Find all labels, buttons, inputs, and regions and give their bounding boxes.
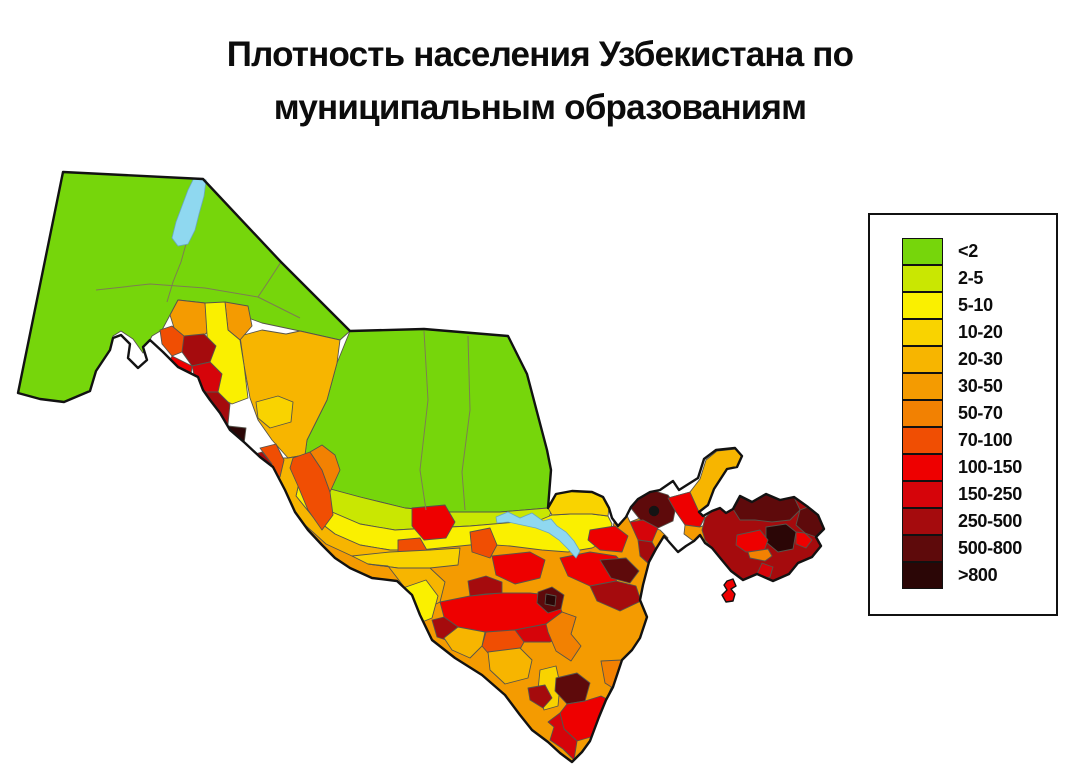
- legend-label: <2: [958, 241, 978, 261]
- legend-swatch: [902, 481, 943, 508]
- map-region: [309, 444, 341, 493]
- lake: [171, 177, 207, 247]
- map-region: [467, 575, 503, 597]
- exclave-region: [721, 578, 737, 603]
- map-region: [487, 647, 533, 685]
- legend-item: 70-100: [902, 427, 1056, 454]
- lake: [495, 511, 581, 559]
- exclave-layer: [721, 578, 737, 603]
- map-region: [239, 329, 341, 459]
- legend-label: 150-250: [958, 484, 1022, 504]
- legend-swatch: [902, 535, 943, 562]
- legend-item: <2: [902, 238, 1056, 265]
- map-region: [747, 548, 773, 562]
- internal-borders-layer: [95, 243, 471, 511]
- map-region: [795, 531, 813, 549]
- legend-item: 2-5: [902, 265, 1056, 292]
- city-marker-dot: [648, 505, 660, 517]
- legend-label: 70-100: [958, 430, 1013, 450]
- title-line-1: Плотность населения Узбекистана по: [226, 35, 854, 75]
- legend-label: 100-150: [958, 457, 1022, 477]
- legend-swatch: [902, 427, 943, 454]
- legend-swatch: [902, 562, 943, 589]
- title-line-2: муниципальным образованиям: [273, 87, 807, 127]
- map-region: [527, 684, 553, 709]
- legend-swatch: [902, 373, 943, 400]
- legend-swatch: [902, 265, 943, 292]
- map-region: [599, 557, 640, 584]
- internal-boundary-line: [257, 261, 282, 298]
- map-region: [411, 504, 456, 541]
- legend-label: 5-10: [958, 295, 993, 315]
- legend-label: 500-800: [958, 538, 1022, 558]
- legend-swatch: [902, 508, 943, 535]
- map-region: [255, 395, 294, 429]
- legend-label: 20-30: [958, 349, 1003, 369]
- legend-item: 500-800: [902, 535, 1056, 562]
- internal-boundary-line: [461, 335, 471, 511]
- legend-label: 250-500: [958, 511, 1022, 531]
- legend-item: 20-30: [902, 346, 1056, 373]
- map-region: [491, 551, 546, 585]
- legend-swatch: [902, 454, 943, 481]
- map-region: [667, 491, 706, 528]
- legend-item: 5-10: [902, 292, 1056, 319]
- legend-item: 250-500: [902, 508, 1056, 535]
- legend-swatch: [902, 346, 943, 373]
- page-title: Плотность населения Узбекистана по муниц…: [0, 29, 1080, 134]
- legend-item: 10-20: [902, 319, 1056, 346]
- legend-item: 100-150: [902, 454, 1056, 481]
- country-outline: [16, 170, 826, 764]
- legend-swatch: [902, 238, 943, 265]
- map-region: [259, 443, 285, 478]
- legend-items: <2 2-5 5-10 10-20 20-30 30-50 50-70 70-100 100-1…: [902, 238, 1056, 589]
- map-region: [587, 525, 629, 553]
- map-region: [443, 626, 486, 659]
- legend-item: 50-70: [902, 400, 1056, 427]
- legend-label: 30-50: [958, 376, 1003, 396]
- legend-label: 50-70: [958, 403, 1003, 423]
- legend-item: 30-50: [902, 373, 1056, 400]
- legend-swatch: [902, 400, 943, 427]
- legend-box: <2 2-5 5-10 10-20 20-30 30-50 50-70 70-100 100-1…: [868, 213, 1058, 616]
- legend-swatch: [902, 319, 943, 346]
- map-region: [469, 527, 498, 559]
- map-region: [302, 328, 552, 513]
- legend-label: 2-5: [958, 268, 984, 288]
- map-region: [545, 611, 582, 662]
- legend-label: 10-20: [958, 322, 1003, 342]
- map-region: [629, 519, 659, 543]
- map-region: [187, 383, 201, 411]
- map-region: [544, 593, 557, 607]
- legend-item: >800: [902, 562, 1056, 589]
- legend-item: 150-250: [902, 481, 1056, 508]
- legend-label: >800: [958, 565, 998, 585]
- internal-boundary-line: [419, 330, 429, 511]
- density-regions-layer: [18, 172, 824, 762]
- internal-boundary-line: [166, 243, 187, 303]
- legend-swatch: [902, 292, 943, 319]
- internal-boundary-line: [95, 283, 301, 319]
- lakes-layer: [171, 177, 581, 559]
